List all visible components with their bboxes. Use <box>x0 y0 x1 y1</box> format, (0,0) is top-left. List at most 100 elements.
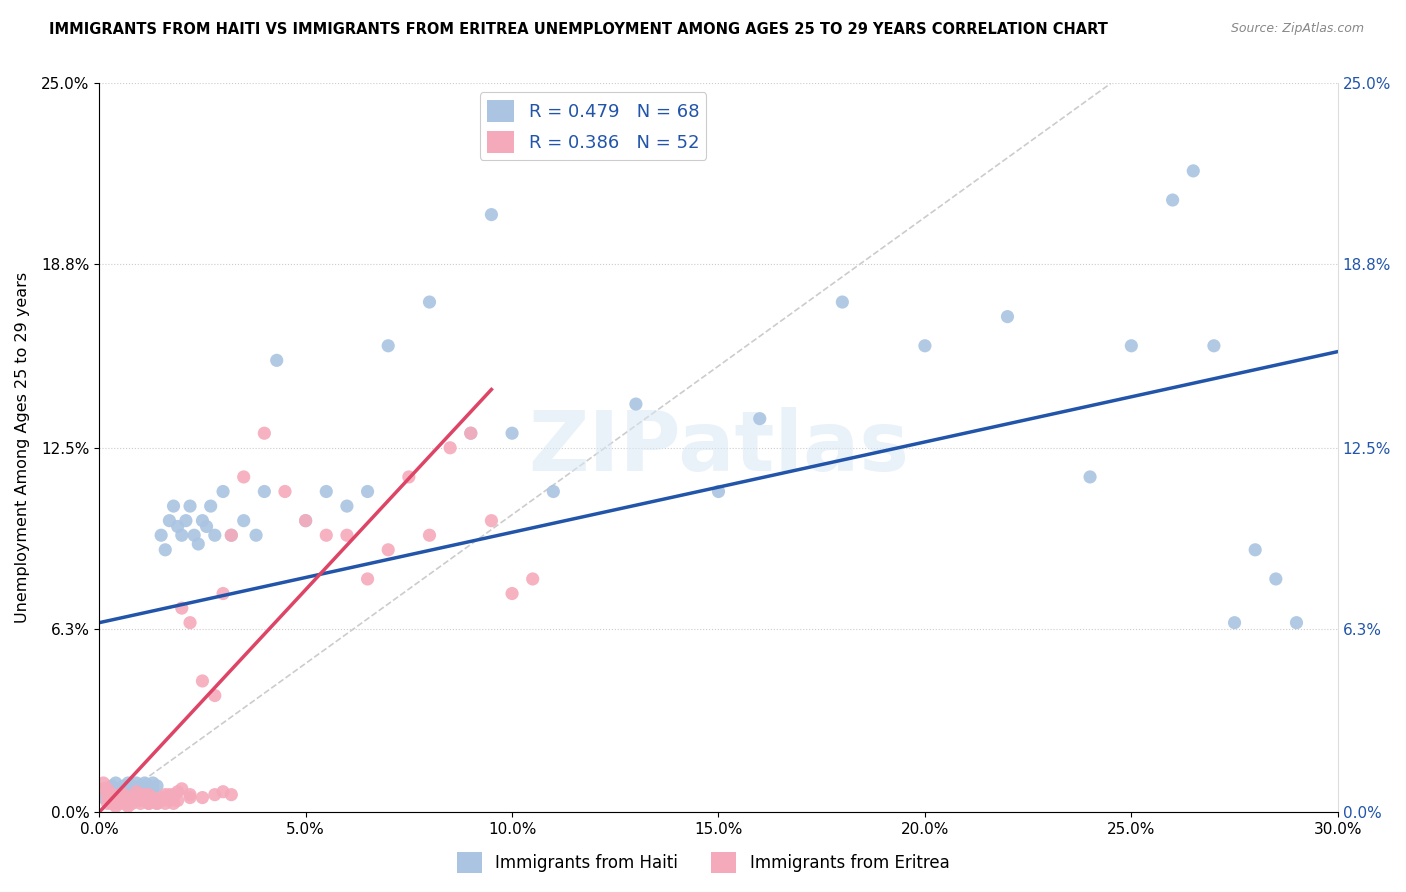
Point <box>166 519 188 533</box>
Point <box>121 793 143 807</box>
Point <box>162 790 184 805</box>
Point <box>134 776 156 790</box>
Point <box>146 779 169 793</box>
Point <box>142 776 165 790</box>
Point <box>104 790 127 805</box>
Point <box>200 499 222 513</box>
Point <box>108 797 131 811</box>
Point <box>624 397 647 411</box>
Point <box>142 790 165 805</box>
Point <box>121 790 143 805</box>
Point <box>96 797 118 811</box>
Point <box>831 295 853 310</box>
Point <box>1264 572 1286 586</box>
Point <box>134 790 156 805</box>
Point <box>138 797 160 811</box>
Point <box>125 776 148 790</box>
Point <box>748 411 770 425</box>
Text: IMMIGRANTS FROM HAITI VS IMMIGRANTS FROM ERITREA UNEMPLOYMENT AMONG AGES 25 TO 2: IMMIGRANTS FROM HAITI VS IMMIGRANTS FROM… <box>49 22 1108 37</box>
Point <box>112 790 135 805</box>
Point <box>481 514 503 528</box>
Point <box>1202 339 1225 353</box>
Point <box>146 797 169 811</box>
Point <box>1223 615 1246 630</box>
Point <box>294 514 316 528</box>
Point <box>125 790 148 805</box>
Point <box>170 528 193 542</box>
Point <box>170 601 193 615</box>
Point <box>221 528 243 542</box>
Point <box>232 470 254 484</box>
Point <box>418 528 440 542</box>
Point <box>191 673 214 688</box>
Point <box>204 788 226 802</box>
Point <box>997 310 1019 324</box>
Point <box>150 793 173 807</box>
Point <box>91 790 114 805</box>
Point <box>179 499 201 513</box>
Point <box>336 528 359 542</box>
Point <box>129 797 152 811</box>
Point <box>1285 615 1308 630</box>
Point <box>398 470 420 484</box>
Point <box>96 781 118 796</box>
Point <box>166 785 188 799</box>
Point <box>108 788 131 802</box>
Point <box>117 797 139 811</box>
Point <box>274 484 297 499</box>
Point <box>150 528 173 542</box>
Point <box>187 537 209 551</box>
Point <box>377 542 399 557</box>
Point <box>129 785 152 799</box>
Point <box>162 797 184 811</box>
Point <box>142 781 165 796</box>
Point <box>108 793 131 807</box>
Point <box>294 514 316 528</box>
Point <box>117 781 139 796</box>
Point <box>212 586 235 600</box>
Point <box>266 353 288 368</box>
Point <box>112 788 135 802</box>
Point <box>100 788 122 802</box>
Point <box>166 793 188 807</box>
Point <box>146 797 169 811</box>
Point <box>121 797 143 811</box>
Point <box>142 793 165 807</box>
Point <box>356 484 378 499</box>
Point <box>183 528 205 542</box>
Point <box>121 779 143 793</box>
Point <box>112 797 135 811</box>
Point <box>100 788 122 802</box>
Point <box>1244 542 1267 557</box>
Point <box>336 499 359 513</box>
Point <box>460 426 482 441</box>
Point <box>315 528 337 542</box>
Point <box>134 788 156 802</box>
Point <box>221 788 243 802</box>
Point <box>481 208 503 222</box>
Point <box>543 484 565 499</box>
Point <box>108 793 131 807</box>
Point <box>162 788 184 802</box>
Point <box>100 797 122 811</box>
Point <box>108 781 131 796</box>
Point <box>91 776 114 790</box>
Point <box>155 542 177 557</box>
Point <box>138 793 160 807</box>
Text: Source: ZipAtlas.com: Source: ZipAtlas.com <box>1230 22 1364 36</box>
Point <box>157 788 180 802</box>
Point <box>91 781 114 796</box>
Point <box>707 484 730 499</box>
Legend: Immigrants from Haiti, Immigrants from Eritrea: Immigrants from Haiti, Immigrants from E… <box>450 846 956 880</box>
Point <box>914 339 936 353</box>
Point <box>212 484 235 499</box>
Point <box>439 441 461 455</box>
Point <box>179 790 201 805</box>
Point <box>245 528 267 542</box>
Point <box>138 788 160 802</box>
Point <box>100 779 122 793</box>
Point <box>179 788 201 802</box>
Point <box>155 797 177 811</box>
Point <box>108 788 131 802</box>
Point <box>221 528 243 542</box>
